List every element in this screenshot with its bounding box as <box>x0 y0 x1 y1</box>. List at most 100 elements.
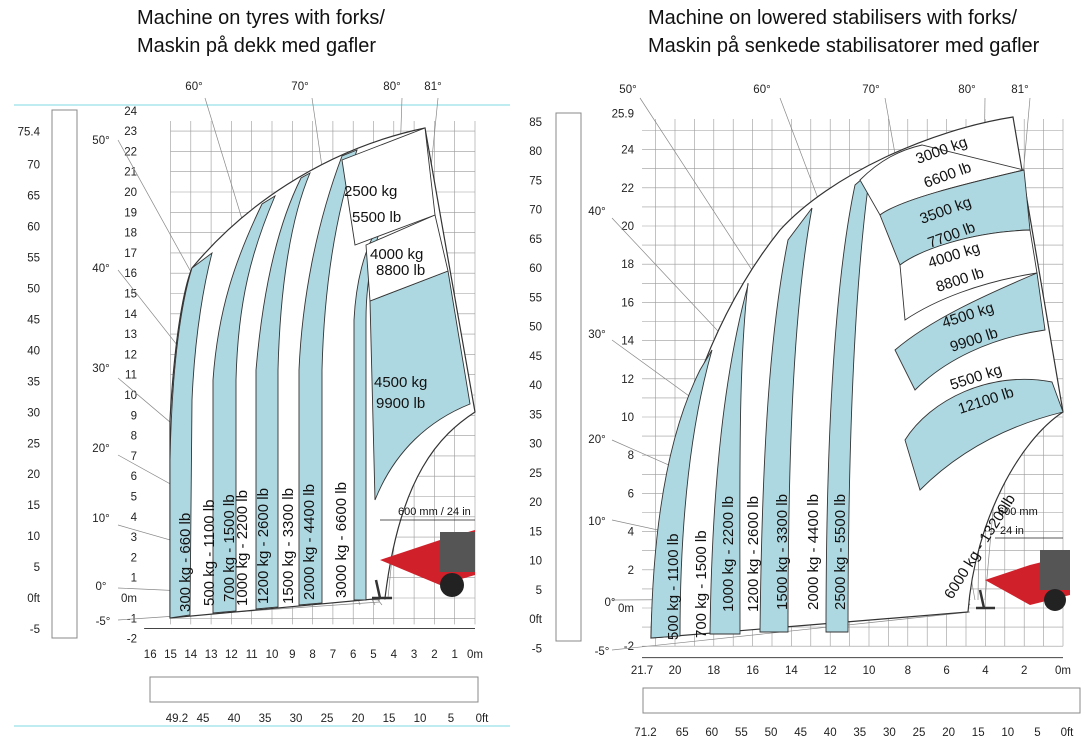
y-ft-tick: 55 <box>529 292 542 304</box>
top-angle-label: 80° <box>958 84 975 96</box>
x-ft-tick: 45 <box>197 713 210 725</box>
right-title-no: Maskin på senkede stabilisatorer med gaf… <box>648 35 1040 57</box>
y-m-tick: 8 <box>628 450 634 462</box>
band-label: 700 kg - 1500 lb <box>693 530 710 638</box>
load-band <box>169 251 213 619</box>
right-machine-illustration <box>976 550 1070 611</box>
boom-angle-line <box>611 611 971 651</box>
y-m-tick: 1 <box>131 573 137 585</box>
x-m-tick: 18 <box>707 665 720 677</box>
x-ft-tick: 35 <box>853 727 866 739</box>
y-ft-tick: 65 <box>27 191 40 203</box>
y-m-tick: 18 <box>621 259 634 271</box>
y-m-tick: 3 <box>131 532 137 544</box>
left-title-en: Machine on tyres with forks/ <box>137 7 385 29</box>
y-m-tick: 13 <box>124 329 137 341</box>
x-m-tick: 7 <box>330 649 336 661</box>
band-label: 2000 kg - 4400 lb <box>805 494 822 610</box>
side-angle-label: 20° <box>92 443 109 455</box>
x-m-tick: 0m <box>467 649 483 661</box>
x-ft-tick: 35 <box>259 713 272 725</box>
band-label: 700 kg - 1500 lb <box>221 494 238 602</box>
top-angle-label: 60° <box>185 81 202 93</box>
band-label: 2500 kg - 5500 lb <box>832 494 849 610</box>
y-ft-tick: 30 <box>529 439 542 451</box>
x-ft-tick: 49.2 <box>166 713 188 725</box>
y-ft-tick: 10 <box>529 556 542 568</box>
y-ft-tick: -5 <box>30 624 40 636</box>
side-angle-label: 50° <box>92 135 109 147</box>
x-ft-tick: 25 <box>321 713 334 725</box>
y-ft-tick: 60 <box>27 222 40 234</box>
y-ft-tick: 25 <box>529 468 542 480</box>
x-ft-tick: 45 <box>794 727 807 739</box>
x-ft-tick: 65 <box>676 727 689 739</box>
y-m-tick: 15 <box>124 289 137 301</box>
side-angle-label: 50° <box>619 84 636 96</box>
load-zone-6000 <box>904 378 1064 491</box>
y-m-tick: 10 <box>124 390 137 402</box>
machine-cab <box>440 532 475 572</box>
y-ft-tick: 45 <box>27 314 40 326</box>
load-band <box>759 207 813 633</box>
x-m-tick: 10 <box>863 665 876 677</box>
right-ft-scale-bar-bottom <box>642 687 1081 714</box>
side-angle-label: 0° <box>605 597 616 609</box>
y-ft-tick: 40 <box>27 345 40 357</box>
x-m-tick: 4 <box>982 665 989 677</box>
y-m-tick: 22 <box>621 183 634 195</box>
y-ft-tick: 35 <box>27 376 40 388</box>
x-m-tick: 1 <box>451 649 457 661</box>
y-ft-tick: 20 <box>27 469 40 481</box>
x-ft-tick: 30 <box>883 727 896 739</box>
y-ft-tick: 65 <box>529 234 542 246</box>
x-m-tick: 2 <box>1021 665 1027 677</box>
x-m-tick: 8 <box>905 665 911 677</box>
machine-cab <box>1040 550 1070 590</box>
y-m-tick: 12 <box>621 374 634 386</box>
zone-kg-label: 4000 kg <box>370 246 423 263</box>
y-ft-tick: 55 <box>27 253 40 265</box>
load-zone-4000 <box>365 214 449 302</box>
y-ft-tick: 80 <box>529 146 542 158</box>
x-m-tick: 21.7 <box>631 665 653 677</box>
y-m-tick: 6 <box>131 471 137 483</box>
y-m-tick: 2 <box>628 565 634 577</box>
x-ft-tick: 50 <box>765 727 778 739</box>
y-m-tick: 10 <box>621 412 634 424</box>
fork-note-mm: 600 mm <box>998 506 1038 518</box>
band-label: 3000 kg - 6600 lb <box>333 482 350 598</box>
y-ft-tick: 15 <box>27 500 40 512</box>
y-ft-tick: 5 <box>536 585 542 597</box>
x-m-tick: 13 <box>205 649 218 661</box>
zone-kg-label: 4500 kg <box>374 374 427 391</box>
y-m-tick: -2 <box>127 634 137 646</box>
left-machine-illustration <box>372 530 475 600</box>
x-m-tick: 9 <box>289 649 295 661</box>
zone-lb-label: 8800 lb <box>376 262 425 279</box>
y-ft-tick: 15 <box>529 526 542 538</box>
x-ft-tick: 40 <box>824 727 837 739</box>
machine-wheel <box>1044 589 1066 611</box>
x-ft-tick: 20 <box>942 727 955 739</box>
x-m-tick: 6 <box>943 665 949 677</box>
y-m-tick: 23 <box>124 126 137 138</box>
x-m-tick: 5 <box>370 649 376 661</box>
fork-note-in: 24 in <box>1000 525 1024 537</box>
y-ft-tick: 10 <box>27 531 40 543</box>
right-ft-scale-bar <box>555 112 582 642</box>
x-m-tick: 4 <box>391 649 398 661</box>
y-m-tick: 16 <box>124 268 137 280</box>
side-angle-label: 40° <box>92 263 109 275</box>
band-label: 1500 kg - 3300 lb <box>774 494 791 610</box>
machine-forks <box>372 579 392 600</box>
x-m-tick: 0m <box>1055 665 1071 677</box>
band-label: 1000 kg - 2200 lb <box>234 490 251 606</box>
x-ft-tick: 10 <box>1001 727 1014 739</box>
x-m-tick: 16 <box>746 665 759 677</box>
left-ft-scale-bar-bottom <box>149 676 479 703</box>
x-ft-tick: 15 <box>383 713 396 725</box>
band-label: 1000 kg - 2200 lb <box>720 496 737 612</box>
x-m-tick: 12 <box>824 665 837 677</box>
y-m-tick: 5 <box>131 492 137 504</box>
